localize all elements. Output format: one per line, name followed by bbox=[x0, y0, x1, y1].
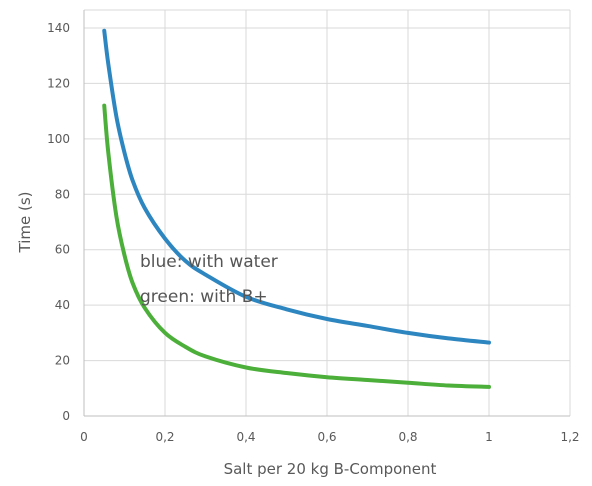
annotation-blue-series: blue: with water bbox=[140, 252, 278, 272]
series-line-blue bbox=[102, 28, 491, 345]
x-axis-title: Salt per 20 kg B-Component bbox=[224, 460, 437, 478]
x-tick-label: 1 bbox=[485, 430, 493, 444]
y-tick-label: 60 bbox=[55, 243, 70, 257]
grid bbox=[84, 9, 571, 416]
y-tick-label: 40 bbox=[55, 298, 70, 312]
y-tick-label: 20 bbox=[55, 354, 70, 368]
annotation-green-series: green: with B+ bbox=[140, 287, 268, 307]
y-tick-label: 80 bbox=[55, 187, 70, 201]
x-tick-label: 0,2 bbox=[155, 430, 174, 444]
x-tick-label: 0,8 bbox=[398, 430, 417, 444]
y-tick-label: 0 bbox=[62, 409, 70, 423]
y-tick-label: 100 bbox=[47, 132, 70, 146]
series-line-green bbox=[102, 103, 491, 389]
y-tick-label: 140 bbox=[47, 21, 70, 35]
x-tick-label: 0 bbox=[80, 430, 88, 444]
tick-labels: 0 0,2 0,4 0,6 0,8 1 1,2 0 20 40 60 80 100 120 140 bbox=[47, 21, 579, 444]
x-tick-label: 0,4 bbox=[236, 430, 255, 444]
y-axis-title: Time (s) bbox=[16, 192, 34, 254]
x-tick-label: 1,2 bbox=[560, 430, 579, 444]
y-tick-label: 120 bbox=[47, 76, 70, 90]
x-tick-label: 0,6 bbox=[317, 430, 336, 444]
axes bbox=[83, 10, 570, 417]
series-group bbox=[102, 28, 491, 389]
